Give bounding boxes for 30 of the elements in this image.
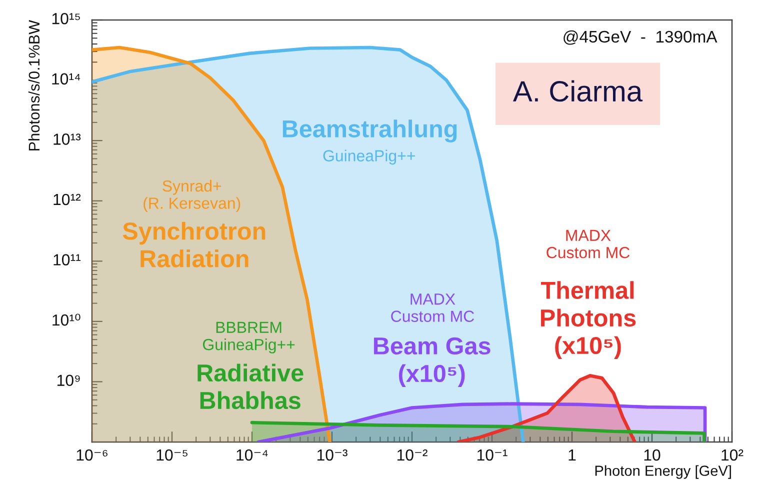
x-tick-label: 10⁻⁶ bbox=[76, 449, 108, 461]
y-tick-label: 10¹¹ bbox=[54, 254, 81, 266]
y-tick-label: 10¹⁴ bbox=[52, 73, 80, 85]
x-axis-title: Photon Energy [GeV] bbox=[595, 465, 731, 479]
series-label: Beamstrahlung bbox=[282, 120, 457, 142]
series-label: Synchrotron Radiation bbox=[122, 222, 266, 268]
y-tick-label: 10⁹ bbox=[58, 374, 80, 386]
x-tick-label: 10⁻¹ bbox=[477, 449, 508, 461]
annotation: MADX Custom MC bbox=[391, 294, 474, 322]
y-tick-label: 10¹³ bbox=[54, 134, 81, 145]
annotation: Synrad+ (R. Kersevan) bbox=[144, 180, 240, 212]
series-label: Beam Gas (x10⁵) bbox=[374, 337, 490, 387]
y-tick-label: 10¹⁵ bbox=[52, 12, 80, 24]
annotation: A. Ciarma bbox=[512, 80, 643, 102]
annotation: BBBREM GuineaPig++ bbox=[202, 322, 295, 354]
x-tick-label: 10⁻⁴ bbox=[236, 449, 268, 461]
series-label: Thermal Photons (x10⁵) bbox=[541, 281, 636, 359]
x-tick-label: 10 bbox=[644, 449, 660, 461]
annotation: GuineaPig++ bbox=[323, 150, 415, 165]
x-tick-label: 10⁻³ bbox=[317, 449, 348, 461]
y-axis-title: Photons/s/0.1%BW bbox=[28, 20, 40, 150]
x-tick-label: 10⁻⁵ bbox=[156, 449, 188, 461]
annotation: MADX Custom MC bbox=[546, 230, 630, 258]
x-tick-label: 1 bbox=[568, 450, 576, 461]
x-tick-label: 10² bbox=[722, 449, 744, 461]
series-label: Radiative Bhabhas bbox=[198, 364, 304, 410]
y-tick-label: 10¹⁰ bbox=[52, 314, 80, 326]
x-tick-label: 10⁻² bbox=[397, 449, 428, 461]
y-tick-label: 10¹² bbox=[54, 194, 81, 206]
annotation: @45GeV - 1390mA bbox=[564, 30, 718, 45]
